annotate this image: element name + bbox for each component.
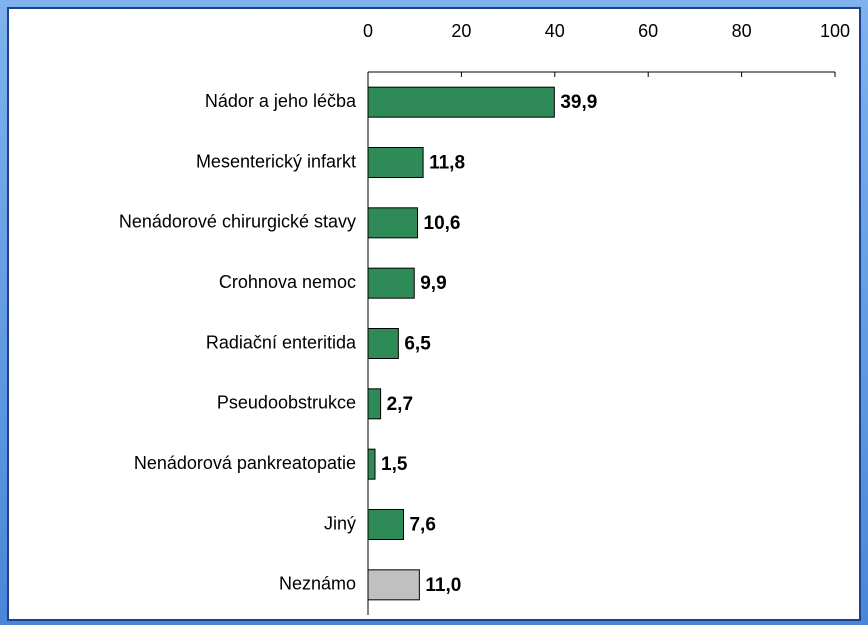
value-label: 11,8: [429, 153, 465, 174]
y-tick-label: Nádor a jeho léčba: [205, 91, 357, 111]
y-tick-label: Radiační enteritida: [206, 332, 357, 352]
bar: [367, 147, 424, 178]
value-label: 11,0: [425, 575, 461, 596]
value-label: 2,7: [387, 394, 413, 415]
value-label: 9,9: [420, 273, 446, 294]
bar: [367, 388, 382, 420]
bar: [367, 86, 555, 118]
y-tick-label: Neznámo: [279, 574, 356, 594]
y-tick-label: Mesenterický infarkt: [196, 151, 356, 171]
bar: [367, 328, 399, 359]
value-label: 10,6: [424, 213, 461, 234]
y-tick-label: Jiný: [324, 513, 356, 533]
bar: [367, 448, 376, 480]
y-tick-label: Nenádorová pankreatopatie: [134, 453, 356, 473]
x-tick-label: 0: [363, 21, 373, 41]
value-label: 6,5: [404, 334, 431, 355]
value-label: 39,9: [560, 92, 597, 113]
value-label: 1,5: [381, 454, 408, 475]
bar: [367, 267, 415, 299]
y-tick-label: Pseudoobstrukce: [217, 393, 356, 413]
x-tick-label: 20: [451, 21, 471, 41]
bar: [367, 509, 404, 540]
y-tick-label: Crohnova nemoc: [219, 272, 356, 292]
x-tick-label: 80: [732, 21, 752, 41]
x-tick-label: 60: [638, 21, 658, 41]
value-label: 7,6: [409, 515, 435, 536]
x-tick-label: 100: [820, 21, 850, 41]
bar: [367, 569, 420, 601]
x-tick-label: 40: [545, 21, 565, 41]
y-tick-label: Nenádorové chirurgické stavy: [119, 212, 356, 232]
bar: [367, 207, 419, 239]
